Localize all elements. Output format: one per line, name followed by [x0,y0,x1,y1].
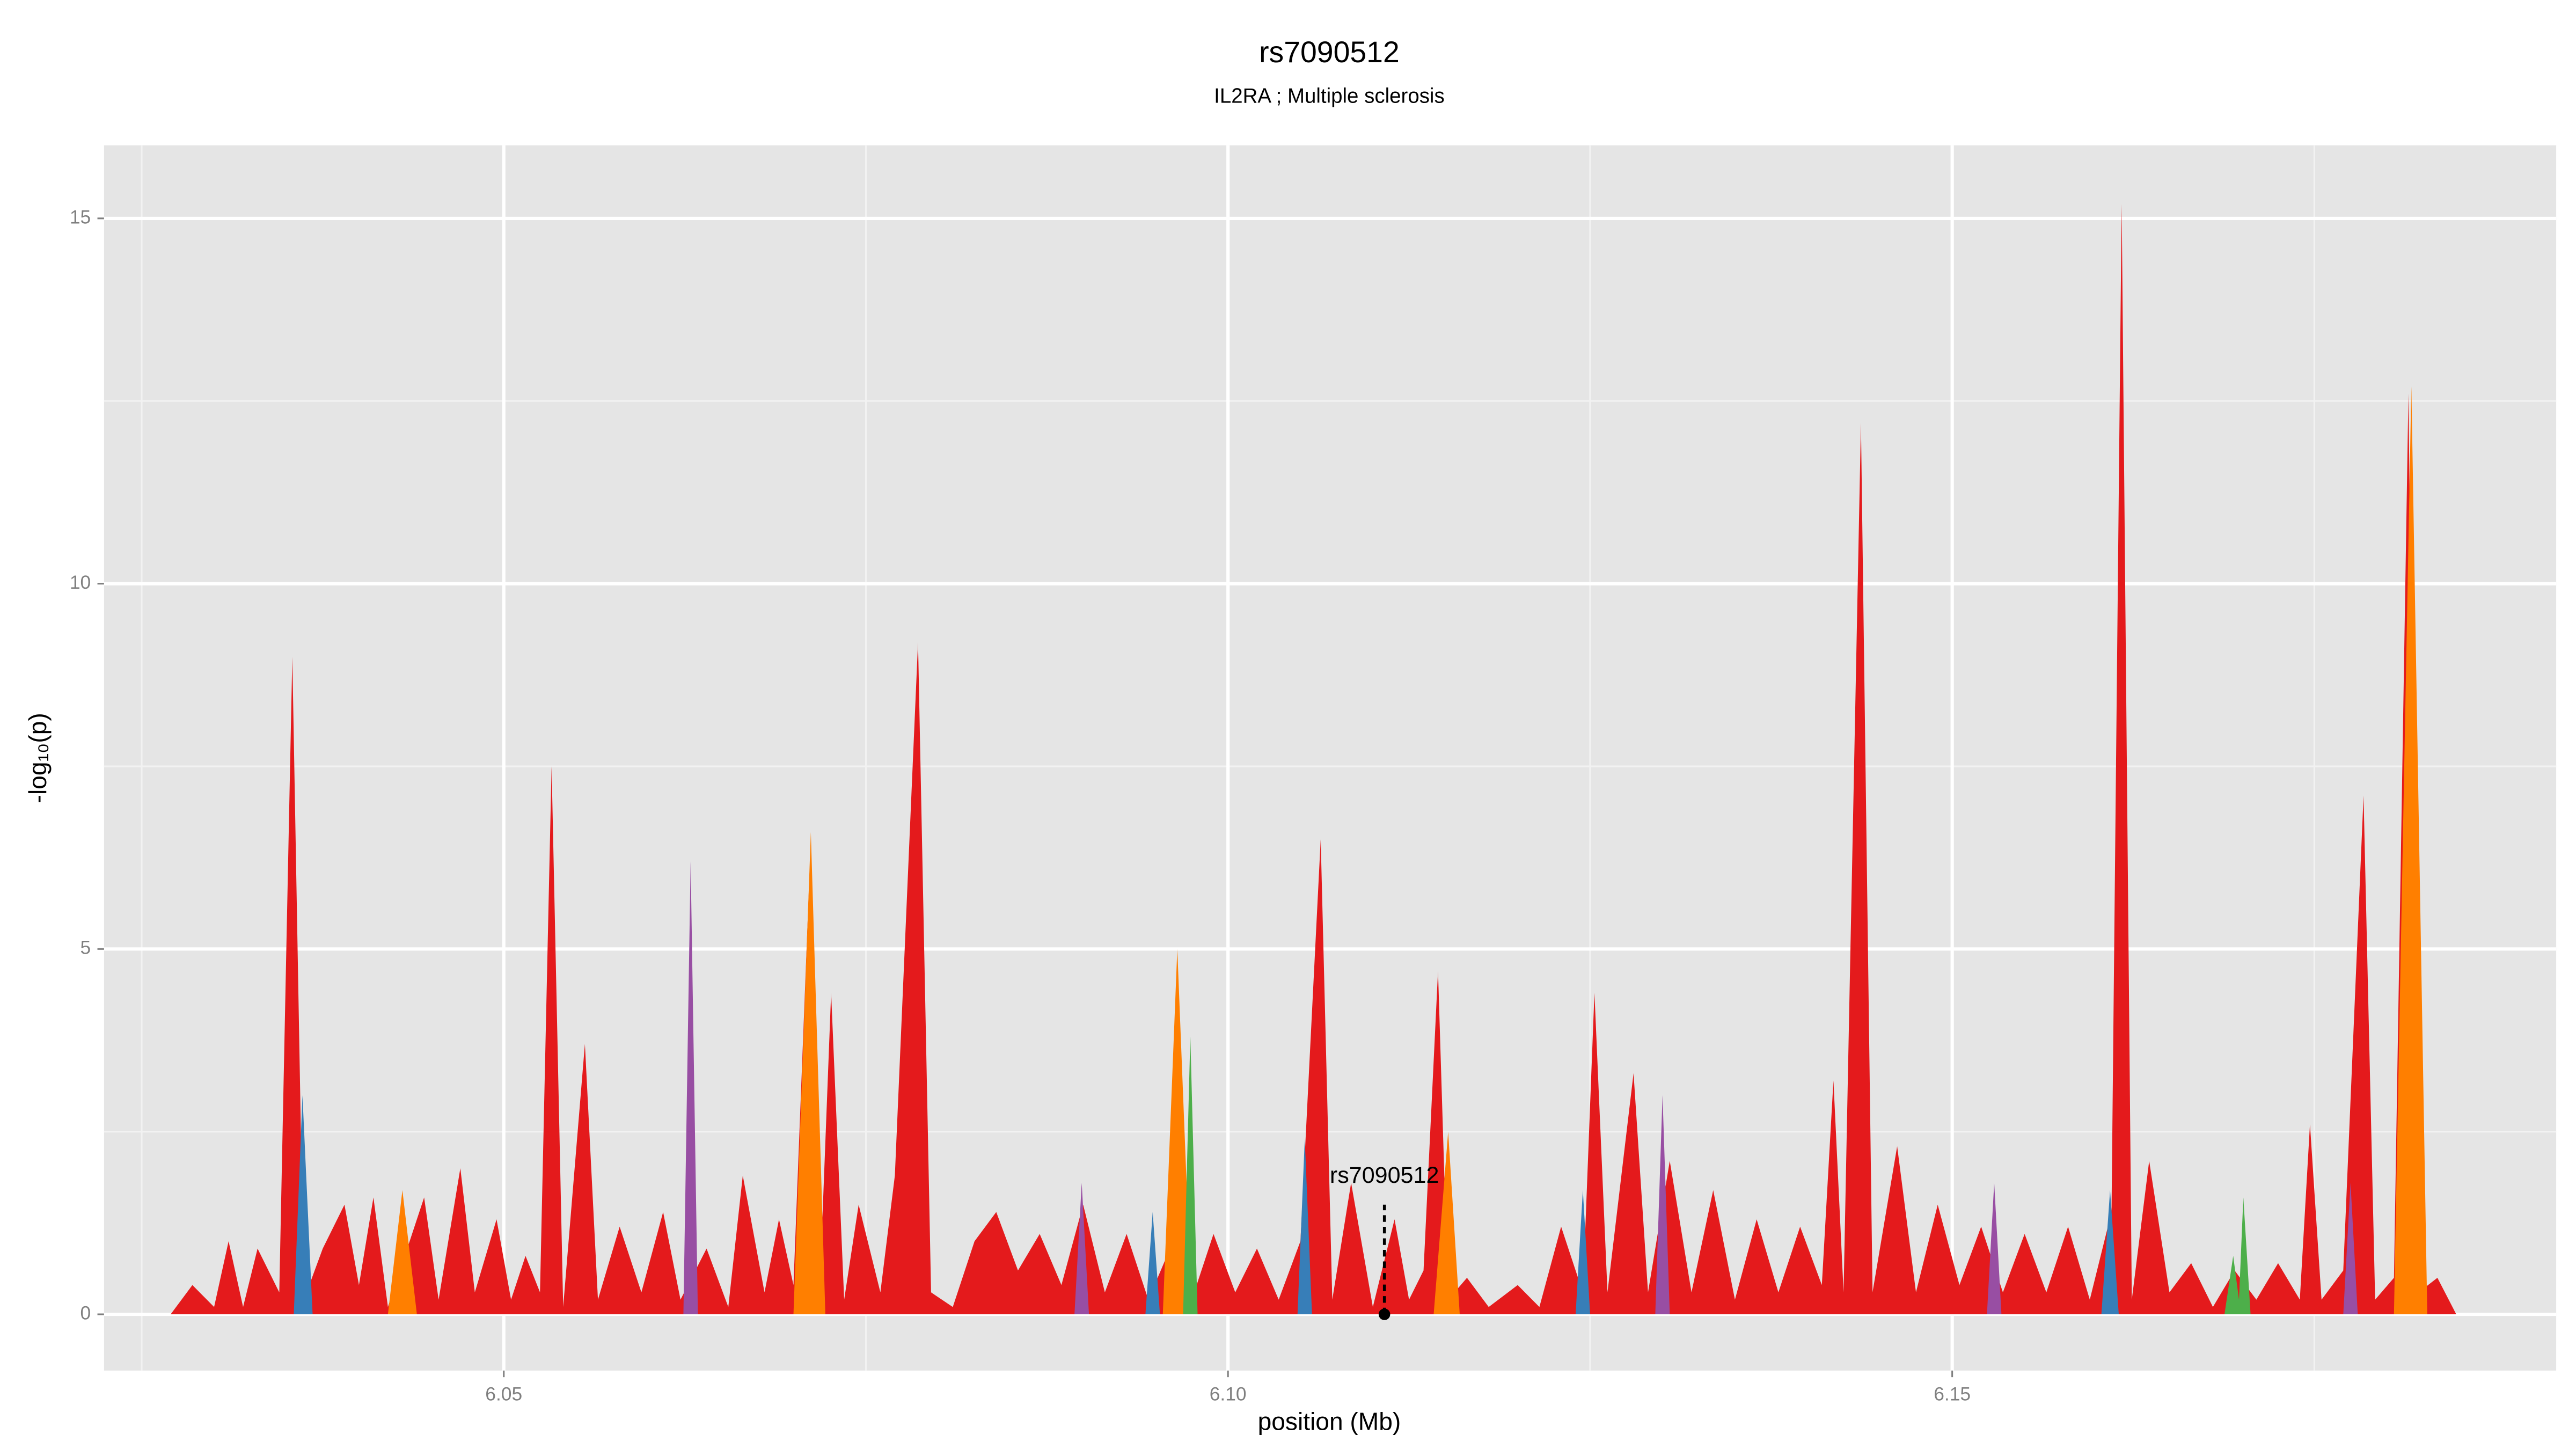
area [171,203,2456,1315]
y-axis-label: -log₁₀(p) [24,713,52,803]
x-tick-label: 6.10 [1210,1384,1247,1404]
y-tick-label: 0 [80,1302,91,1323]
grid [104,145,2557,1371]
y-tick-label: 5 [80,938,91,958]
chart-title: rs7090512 [1259,35,1400,69]
areas [171,203,2456,1315]
axes: 6.05 6.10 6.15 0 5 10 15 [70,207,1971,1404]
plot-panel [104,145,2557,1371]
annotation: rs7090512 [1330,1162,1439,1320]
annotation-label: rs7090512 [1330,1162,1439,1188]
y-tick-label: 10 [70,572,91,593]
x-tick-label: 6.15 [1934,1384,1971,1404]
y-tick-label: 15 [70,207,91,228]
x-axis-label: position (Mb) [1258,1407,1401,1435]
x-tick-label: 6.05 [485,1384,522,1404]
chart-subtitle: IL2RA ; Multiple sclerosis [1214,85,1445,108]
annotation-point [1378,1308,1391,1320]
